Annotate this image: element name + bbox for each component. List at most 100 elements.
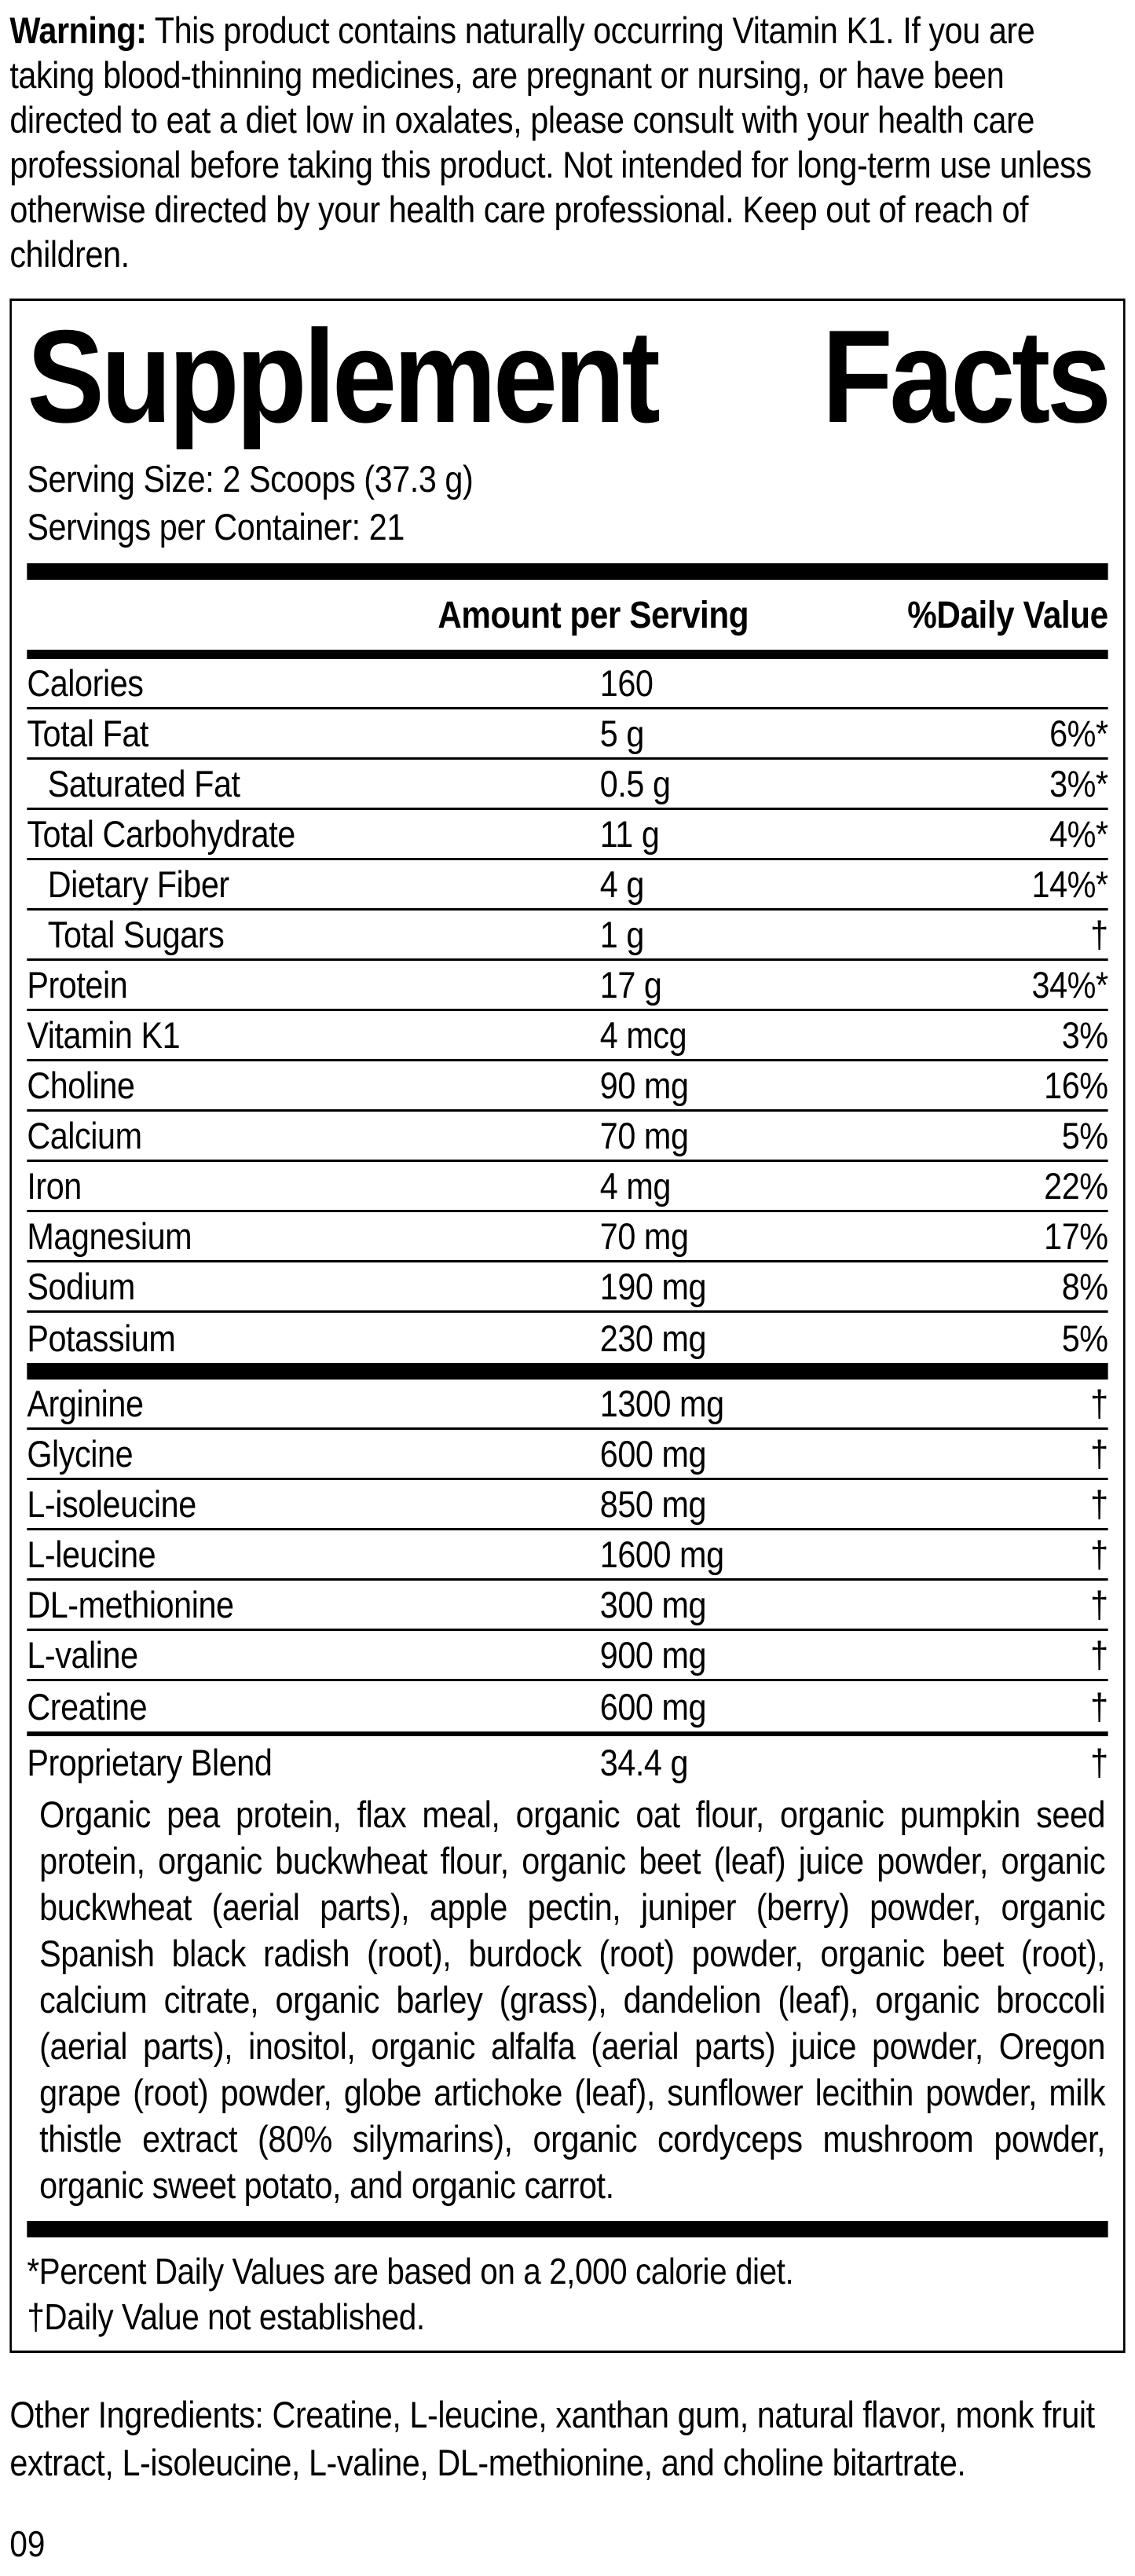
- nutrient-row: Protein 17 g 34%*: [27, 961, 1108, 1011]
- nutrient-amount: 4 mg: [599, 1165, 672, 1207]
- amino-acid-amount: 850 mg: [599, 1483, 707, 1525]
- nutrient-daily-value: 16%: [1044, 1064, 1108, 1106]
- divider-line-blend: [27, 1731, 1108, 1736]
- divider-bar-header: [27, 650, 1108, 659]
- nutrient-row: Iron 4 mg 22%: [27, 1162, 1108, 1212]
- servings-per-container: Servings per Container: 21: [27, 506, 405, 548]
- nutrient-daily-value: 34%*: [1031, 964, 1109, 1006]
- page-number: 09: [9, 2523, 46, 2564]
- panel-title: Supplement Facts: [27, 302, 1111, 450]
- amino-acid-daily-value: †: [1090, 1433, 1108, 1475]
- nutrient-daily-value: 5%: [1061, 1317, 1108, 1359]
- nutrient-row: Magnesium 70 mg 17%: [27, 1212, 1108, 1262]
- column-header-row: Amount per Serving %Daily Value: [27, 580, 1108, 650]
- amino-acid-name: Glycine: [27, 1433, 134, 1475]
- nutrient-name: Total Carbohydrate: [27, 813, 295, 855]
- proprietary-blend-name: Proprietary Blend: [27, 1741, 273, 1783]
- nutrient-daily-value: 17%: [1044, 1215, 1108, 1257]
- amino-acid-name: L-leucine: [27, 1534, 156, 1575]
- nutrient-name: Saturated Fat: [47, 763, 240, 804]
- amino-acid-name: L-valine: [27, 1634, 138, 1676]
- warning-text: Warning: This product contains naturally…: [9, 8, 1125, 277]
- nutrient-amount: 5 g: [599, 713, 645, 754]
- nutrient-row: Total Carbohydrate 11 g 4%*: [27, 810, 1108, 860]
- serving-size: Serving Size: 2 Scoops (37.3 g): [27, 458, 474, 500]
- nutrient-name: Sodium: [27, 1266, 135, 1307]
- divider-bar-top: [27, 563, 1108, 580]
- nutrient-row: Total Sugars 1 g †: [27, 911, 1108, 961]
- nutrient-daily-value: 5%: [1061, 1115, 1108, 1156]
- nutrient-amount: 70 mg: [599, 1215, 689, 1257]
- amino-acid-row: L-leucine 1600 mg †: [27, 1530, 1108, 1581]
- nutrient-row: Dietary Fiber 4 g 14%*: [27, 860, 1108, 911]
- nutrient-amount: 17 g: [599, 964, 662, 1006]
- daily-value-header: %Daily Value: [907, 595, 1108, 636]
- panel-title-word-supplement: Supplement: [27, 302, 660, 450]
- nutrient-amount: 70 mg: [599, 1115, 689, 1156]
- nutrient-daily-value: 14%*: [1031, 863, 1109, 905]
- nutrient-amount: 90 mg: [599, 1064, 689, 1106]
- blend-ingredients: Organic pea protein, flax meal, organic …: [39, 1794, 1106, 2206]
- nutrient-name: Calories: [27, 662, 144, 704]
- amino-acid-amount: 1300 mg: [599, 1383, 724, 1424]
- nutrient-row: Calcium 70 mg 5%: [27, 1112, 1108, 1162]
- amino-acid-daily-value: †: [1090, 1634, 1108, 1676]
- amino-acid-row: Creatine 600 mg †: [27, 1681, 1108, 1731]
- nutrient-amount: 4 g: [599, 863, 645, 905]
- nutrient-name: Magnesium: [27, 1215, 192, 1257]
- amino-acid-row: L-isoleucine 850 mg †: [27, 1480, 1108, 1530]
- nutrient-name: Protein: [27, 964, 128, 1006]
- nutrient-name: Choline: [27, 1064, 135, 1106]
- amino-acid-name: L-isoleucine: [27, 1483, 196, 1525]
- amino-acid-amount: 600 mg: [599, 1685, 707, 1728]
- nutrient-amount: 4 mcg: [599, 1014, 687, 1056]
- nutrient-amount: 0.5 g: [599, 763, 671, 804]
- amino-acid-daily-value: †: [1090, 1483, 1108, 1525]
- amount-per-serving-header: Amount per Serving: [438, 595, 749, 636]
- nutrient-name: Vitamin K1: [27, 1014, 181, 1056]
- nutrient-row: Calories 160: [27, 659, 1108, 709]
- nutrient-amount: 1 g: [599, 914, 645, 955]
- nutrient-name: Total Sugars: [47, 914, 225, 955]
- nutrient-name: Dietary Fiber: [47, 863, 229, 905]
- warning-label: Warning:: [9, 9, 147, 51]
- amino-acid-row: L-valine 900 mg †: [27, 1631, 1108, 1681]
- nutrient-rows: Calories 160 Total Fat 5 g 6%* Saturated…: [27, 659, 1108, 1363]
- footnotes: *Percent Daily Values are based on a 2,0…: [27, 2237, 1108, 2340]
- proprietary-blend-row: Proprietary Blend 34.4 g †: [27, 1736, 1108, 1788]
- nutrient-daily-value: 3%: [1061, 1014, 1108, 1056]
- nutrient-name: Calcium: [27, 1115, 142, 1156]
- panel-title-word-facts: Facts: [822, 302, 1111, 450]
- nutrient-daily-value: 8%: [1061, 1266, 1108, 1307]
- amino-acid-rows: Arginine 1300 mg † Glycine 600 mg † L-is…: [27, 1380, 1108, 1731]
- supplement-facts-panel: Supplement Facts Serving Size: 2 Scoops …: [9, 299, 1126, 2353]
- footnote-daily-value-not-established: †Daily Value not established.: [27, 2296, 425, 2337]
- amino-acid-daily-value: †: [1090, 1584, 1108, 1625]
- nutrient-amount: 160: [599, 662, 654, 704]
- nutrient-daily-value: †: [1090, 914, 1108, 955]
- amino-acid-row: Arginine 1300 mg †: [27, 1380, 1108, 1430]
- divider-bar-footnotes: [27, 2221, 1108, 2237]
- divider-bar-amino: [27, 1363, 1108, 1380]
- proprietary-blend-amount: 34.4 g: [599, 1741, 689, 1783]
- nutrient-amount: 190 mg: [599, 1266, 707, 1307]
- nutrient-row: Vitamin K1 4 mcg 3%: [27, 1011, 1108, 1061]
- nutrient-amount: 11 g: [599, 813, 660, 855]
- amino-acid-amount: 600 mg: [599, 1433, 707, 1475]
- nutrient-amount: 230 mg: [599, 1317, 707, 1359]
- proprietary-blend-daily-value: †: [1090, 1741, 1108, 1783]
- amino-acid-name: Creatine: [27, 1685, 148, 1728]
- amino-acid-row: DL-methionine 300 mg †: [27, 1581, 1108, 1631]
- amino-acid-row: Glycine 600 mg †: [27, 1430, 1108, 1480]
- amino-acid-amount: 300 mg: [599, 1584, 707, 1625]
- nutrient-name: Iron: [27, 1165, 82, 1207]
- nutrient-daily-value: 6%*: [1049, 713, 1108, 754]
- amino-acid-name: DL-methionine: [27, 1584, 234, 1625]
- amino-acid-daily-value: †: [1090, 1383, 1108, 1424]
- nutrient-row: Saturated Fat 0.5 g 3%*: [27, 760, 1108, 810]
- amino-acid-name: Arginine: [27, 1383, 144, 1424]
- amino-acid-daily-value: †: [1090, 1685, 1108, 1728]
- nutrient-name: Potassium: [27, 1317, 176, 1359]
- nutrient-daily-value: 4%*: [1049, 813, 1108, 855]
